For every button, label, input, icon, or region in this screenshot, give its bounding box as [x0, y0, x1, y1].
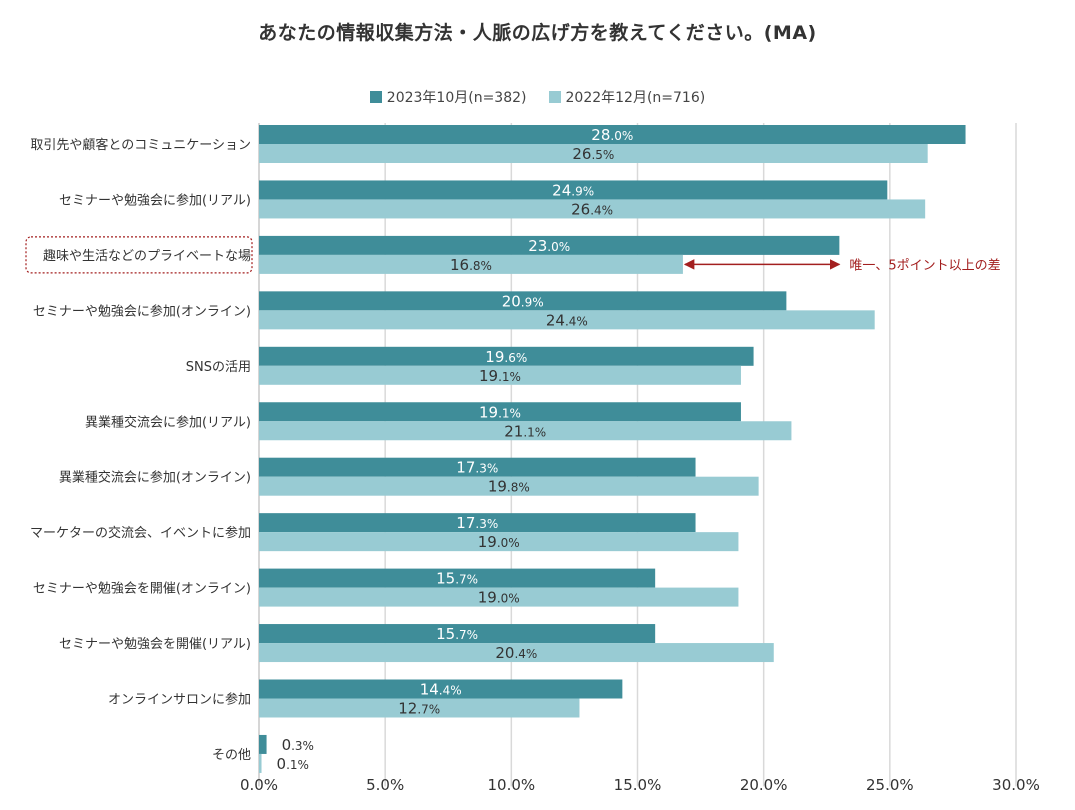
x-tick-label: 30.0% [992, 776, 1040, 794]
data-label: 17.3% [456, 459, 498, 477]
bar-2022 [259, 144, 928, 163]
data-label: 26.5% [572, 145, 614, 163]
bar-2023 [259, 402, 741, 422]
bar-2022 [259, 753, 262, 773]
category-label: 異業種交流会に参加(リアル) [85, 414, 251, 430]
bar-2022 [259, 643, 774, 663]
category-label: セミナーや勉強会に参加(リアル) [59, 192, 251, 208]
legend-label-2023: 2023年10月(n=382) [386, 90, 527, 106]
data-label: 19.0% [478, 589, 520, 607]
x-tick-label: 15.0% [614, 776, 662, 794]
bar-2023 [259, 180, 888, 200]
bar-2023 [259, 568, 656, 588]
category-label: セミナーや勉強会を開催(リアル) [59, 637, 251, 652]
bar-2023 [259, 513, 696, 533]
bar-2023 [259, 624, 656, 644]
bar-2023 [259, 346, 754, 366]
bar-2022 [259, 476, 759, 496]
category-label: マーケターの交流会、イベントに参加 [30, 525, 251, 541]
x-tick-label: 0.0% [240, 776, 278, 794]
data-label: 19.1% [479, 367, 521, 385]
data-label: 24.4% [546, 311, 588, 329]
bar-2023 [259, 235, 840, 255]
bar-2023 [259, 125, 966, 144]
bar-2022 [259, 587, 739, 607]
bar-2022 [259, 310, 875, 330]
annotation-text: 唯一、5ポイント以上の差 [849, 258, 1000, 273]
data-label: 15.7% [436, 570, 478, 588]
bar-2022 [259, 254, 683, 274]
category-label: 異業種交流会に参加(オンライン) [59, 470, 251, 486]
data-label: 15.7% [436, 625, 478, 643]
category-label: セミナーや勉強会に参加(オンライン) [33, 303, 251, 319]
x-tick-label: 10.0% [488, 776, 536, 794]
legend-swatch-2023 [369, 91, 382, 103]
bar-2022 [259, 199, 926, 219]
x-tick-label: 25.0% [866, 776, 914, 794]
data-label: 21.1% [504, 422, 546, 440]
x-tick-label: 20.0% [740, 776, 788, 794]
legend-item-2022: 2022年12月(n=716) [548, 87, 706, 107]
data-label: 19.1% [479, 403, 521, 421]
bar-2023 [259, 291, 787, 311]
legend-label-2022: 2022年12月(n=716) [565, 90, 706, 106]
x-tick-label: 5.0% [366, 776, 404, 794]
chart-legend: 2023年10月(n=382) 2022年12月(n=716) [0, 87, 1075, 107]
bar-2022 [259, 698, 580, 718]
data-label: 19.6% [485, 348, 527, 366]
data-label: 14.4% [420, 681, 462, 699]
data-label: 28.0% [591, 126, 633, 144]
bar-2022 [259, 365, 741, 385]
data-label: 20.4% [495, 644, 537, 662]
data-label: 24.9% [552, 181, 594, 199]
data-label: 23.0% [528, 237, 570, 255]
chart-title: あなたの情報収集方法・人脈の広げ方を教えてください。(MA) [258, 22, 817, 44]
data-label: 0.3% [282, 736, 314, 754]
category-label: 趣味や生活などのプライベートな場 [43, 249, 251, 264]
bar-2023 [259, 457, 696, 477]
data-label: 19.8% [488, 478, 530, 496]
bar-2023 [259, 679, 623, 699]
data-label: 26.4% [571, 200, 613, 218]
category-label: セミナーや勉強会を開催(オンライン) [33, 582, 251, 597]
data-label: 0.1% [277, 755, 309, 773]
category-label: オンラインサロンに参加 [108, 692, 251, 708]
data-label: 20.9% [502, 292, 544, 310]
data-label: 17.3% [456, 514, 498, 532]
data-label: 19.0% [478, 533, 520, 551]
bar-2023 [259, 734, 267, 754]
data-label: 12.7% [398, 700, 440, 718]
category-label: SNSの活用 [186, 360, 251, 375]
legend-item-2023: 2023年10月(n=382) [369, 87, 527, 107]
data-label: 16.8% [450, 256, 492, 274]
category-label: その他 [212, 748, 251, 763]
legend-swatch-2022 [548, 91, 561, 103]
category-label: 取引先や顧客とのコミュニケーション [30, 137, 251, 153]
highlight-box [25, 236, 253, 274]
bar-2022 [259, 421, 792, 441]
bar-2022 [259, 532, 739, 552]
